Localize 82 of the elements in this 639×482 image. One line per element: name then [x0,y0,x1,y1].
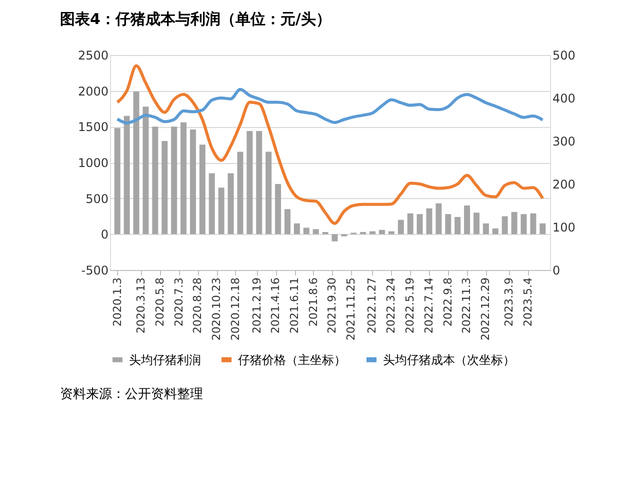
y-tick-label: 1000 [78,156,108,170]
y2-tick-label: 300 [552,134,576,148]
chart-title: 图表4：仔猪成本与利润（单位：元/头） [60,10,331,28]
bar [540,223,546,234]
bar [454,216,461,234]
text: 资料来源：公开资料整理 [60,387,203,402]
bar [398,220,404,234]
y2-tick-label: 200 [552,178,576,192]
y2-tick-label: 100 [552,220,576,234]
bar [266,152,272,234]
x-tick-label: 2022.7.14 [422,278,436,334]
bar [142,106,149,234]
y2-tick-label: 500 [552,48,576,62]
bar [407,213,414,234]
x-tick-label: 2021.2.19 [250,278,264,334]
x-tick-label: 2020.3.13 [134,278,148,334]
y-tick-label: -500 [81,264,108,278]
y-tick-label: 1500 [78,120,108,134]
x-tick-label: 2022.5.19 [403,278,416,334]
bar [162,141,168,234]
x-tick-label: 2021.4.16 [269,278,282,334]
x-tick-label: 2021.9.30 [326,278,339,334]
bar [133,92,140,234]
x-tick-label: 2020.10.23 [210,278,224,340]
x-tick-label: 2022.3.24 [384,278,398,334]
legend-label: 头均仔猪利润 [129,352,201,367]
y-tick-label: 500 [86,192,108,206]
bar [416,214,423,234]
x-tick-label: 2023.3.9 [502,278,516,326]
bar [237,152,244,234]
x-tick-label: 2022.12.29 [479,278,492,340]
line-series [116,88,544,124]
bar [228,173,234,234]
bar [426,208,432,234]
bar [171,126,178,234]
y2-tick-label: 0 [552,264,560,278]
x-tick-label: 2021.8.6 [306,278,320,326]
bar [303,228,310,234]
x-tick-label: 2020.5.8 [153,278,166,326]
bar [312,229,319,234]
bar [378,230,385,234]
bar [482,223,489,234]
bar [332,234,338,242]
x-tick-label: 2020.8.28 [191,278,204,334]
bar [114,128,120,234]
x-tick-label: 2020.1.3 [110,278,124,326]
bar [445,214,452,234]
bar [492,228,498,234]
bar [511,212,518,234]
bar [124,116,130,234]
bar [530,213,536,234]
x-tick-label: 2023.5.4 [522,278,535,326]
bar [502,216,508,234]
x-tick-label: 2022.11.3 [460,278,474,334]
x-tick-label: 2022.1.27 [366,278,379,334]
bar [275,184,282,234]
legend-label: 仔猪价格（主坐标） [238,352,346,367]
x-tick-label: 2021.11.25 [344,278,358,340]
x-tick-label: 2022.9.8 [441,278,454,326]
y-tick-label: 2500 [78,48,108,62]
y-tick-label: 0 [100,228,108,242]
bar [190,130,196,234]
bar [180,122,187,234]
legend-label: 头均仔猪成本（次坐标） [383,352,515,367]
bar [284,209,290,234]
y-tick-label: 2000 [78,84,108,98]
bar [199,144,206,234]
bar [294,223,300,234]
bar [208,173,215,234]
x-tick-label: 2021.6.11 [288,278,302,334]
bar [246,130,253,234]
bar [464,206,470,234]
bar [436,203,442,234]
x-tick-label: 2020.12.18 [228,278,242,340]
bar [256,130,262,234]
line-series [116,64,544,225]
bar [218,188,224,234]
bar [520,214,527,234]
y2-tick-label: 400 [552,92,576,106]
bar [473,212,480,234]
bar [152,126,158,234]
x-tick-label: 2020.7.3 [172,278,186,326]
